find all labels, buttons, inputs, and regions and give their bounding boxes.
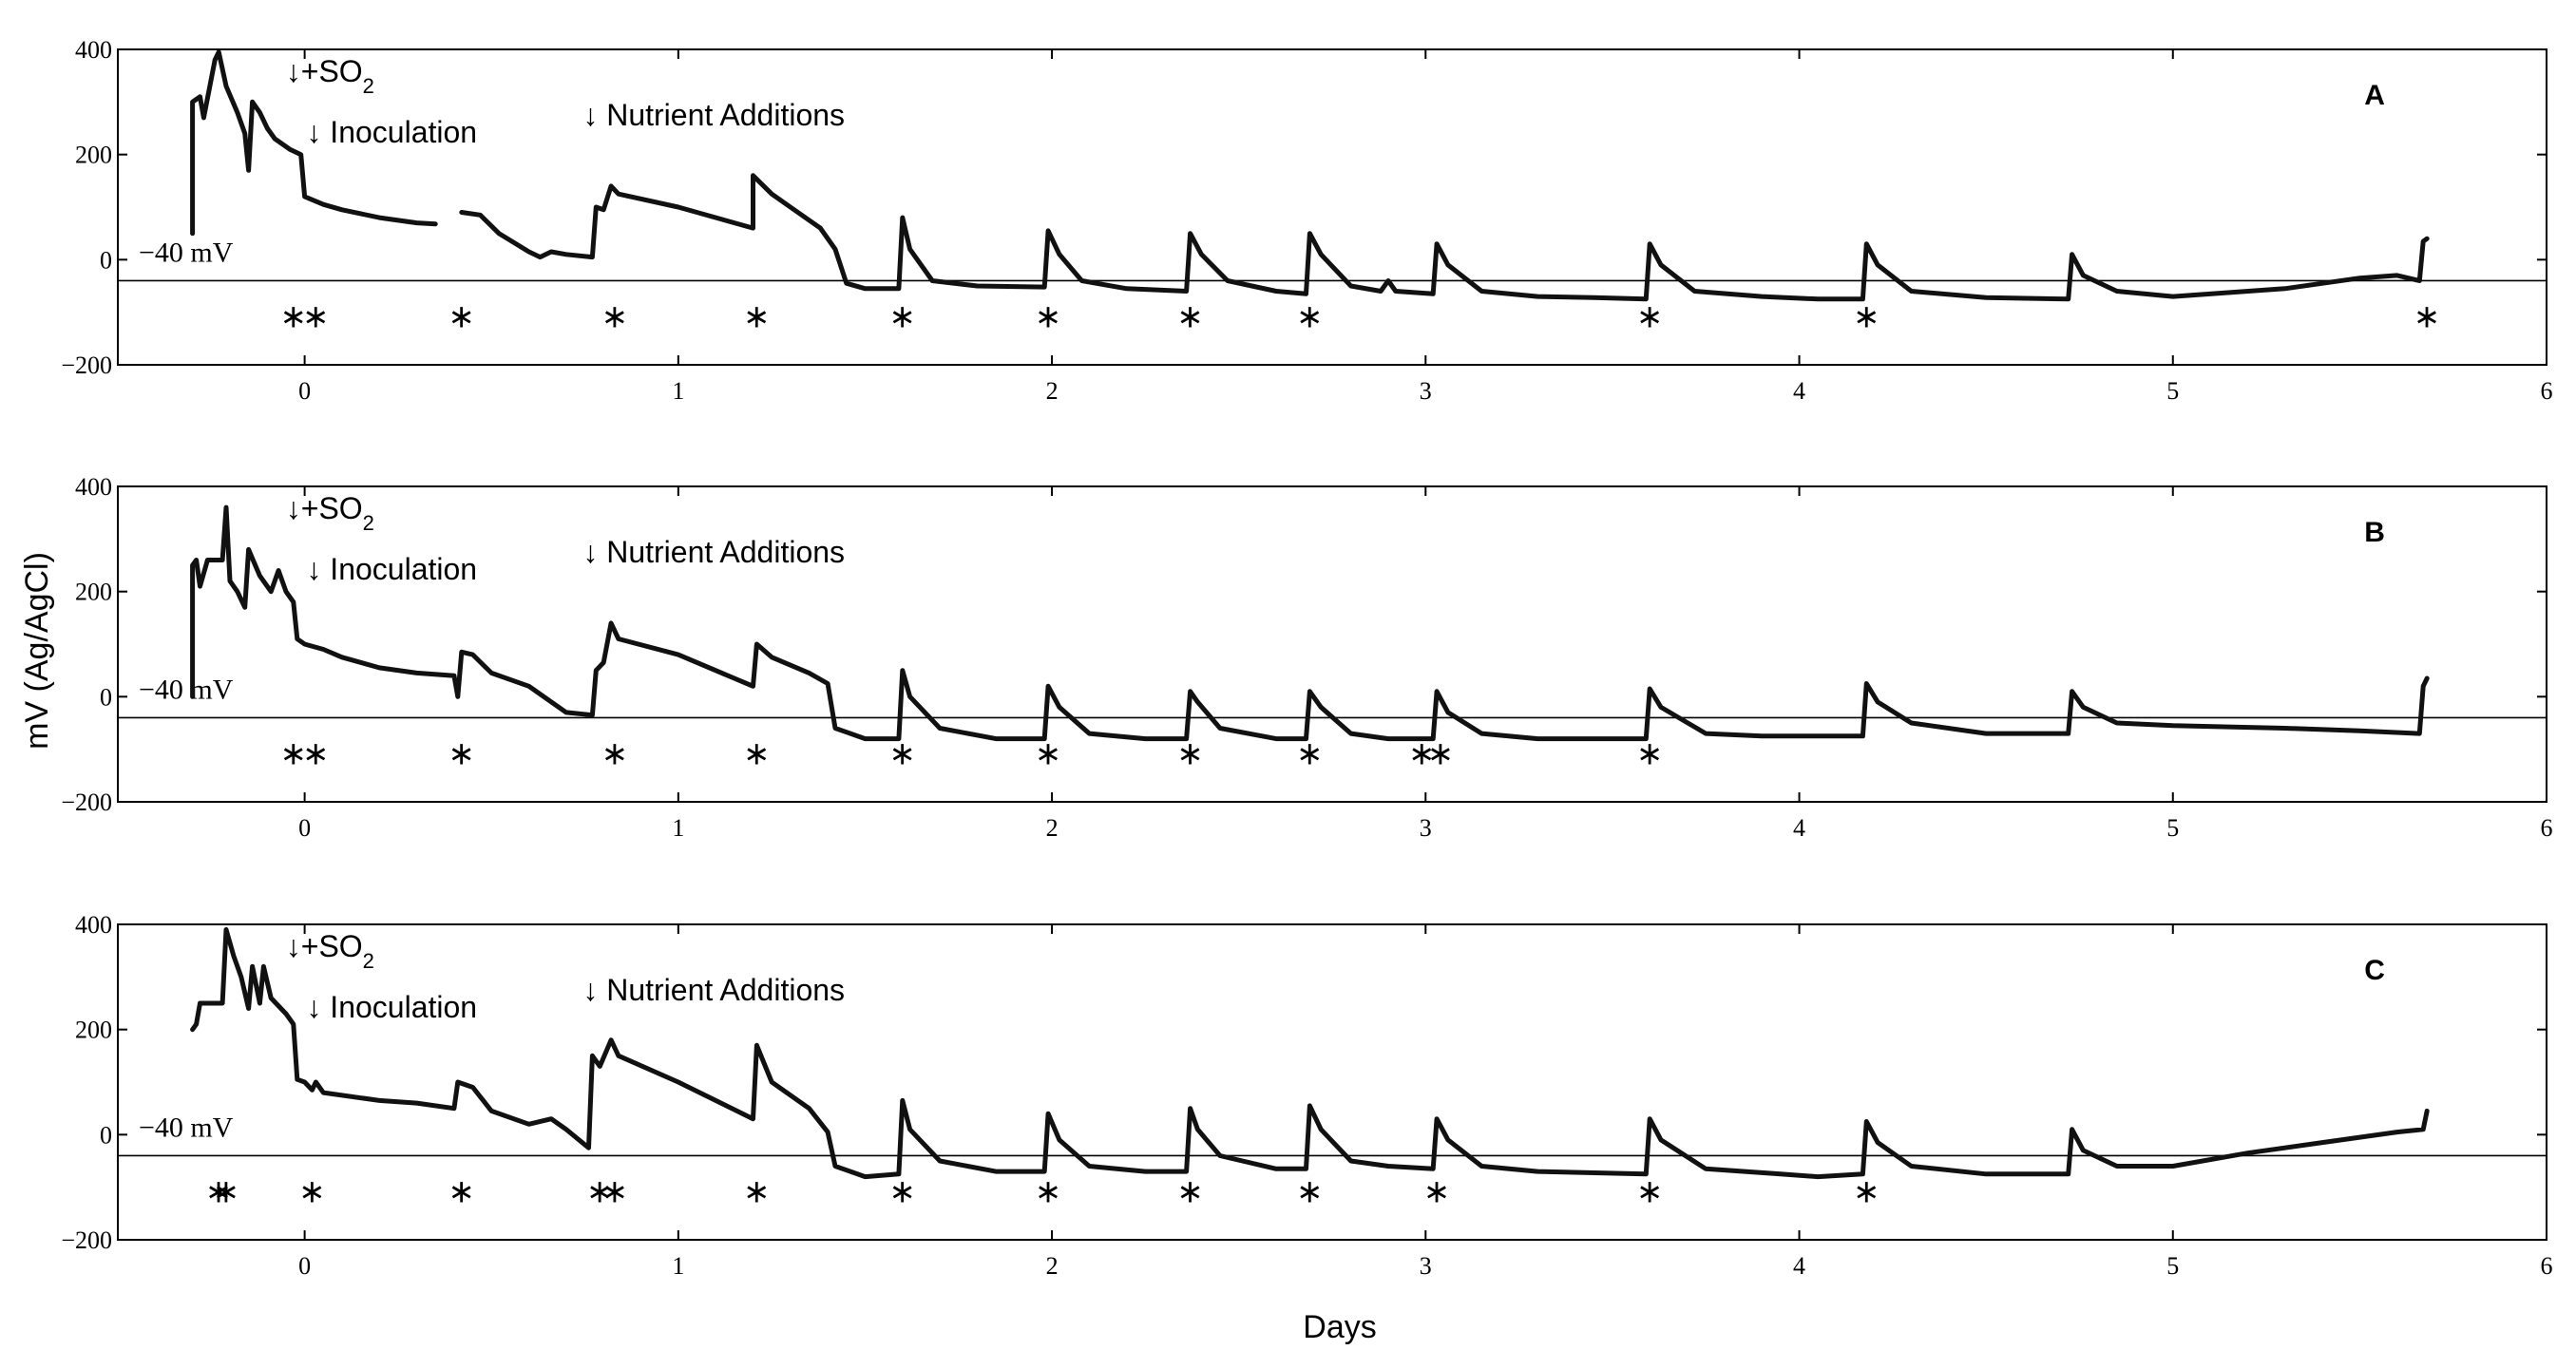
panel-c-letter: C xyxy=(2364,955,2385,986)
panel-c-asterisk-marker: ∗ xyxy=(1035,1173,1062,1211)
panel-b-so2-subscript: 2 xyxy=(363,511,374,535)
panel-a-xtick-label: 3 xyxy=(1420,377,1432,405)
panel-c-ytick-label: 0 xyxy=(100,1121,112,1149)
panel-b-asterisk-marker: ∗ xyxy=(1296,735,1324,773)
panel-b-asterisk-marker: ∗ xyxy=(280,735,308,773)
panel-b-asterisk-marker: ∗ xyxy=(889,735,917,773)
panel-b-asterisk-marker: ∗ xyxy=(1176,735,1204,773)
panel-a-xtick-label: 4 xyxy=(1793,377,1805,405)
panel-a-frame xyxy=(117,48,2547,366)
panel-a-asterisk-marker: ∗ xyxy=(743,298,771,336)
panel-c-ytick-label: 400 xyxy=(75,911,112,939)
panel-a-xtick-label: 1 xyxy=(672,377,684,405)
panel-a-asterisk-marker: ∗ xyxy=(889,298,917,336)
panel-a-letter: A xyxy=(2364,80,2385,111)
panel-a-asterisk-marker: ∗ xyxy=(1853,298,1880,336)
panel-c-series-line xyxy=(190,927,2430,1180)
panel-a-asterisk-marker: ∗ xyxy=(2414,298,2441,336)
panel-c-asterisk-marker: ∗ xyxy=(448,1173,476,1211)
panel-b-reference-label: −40 mV xyxy=(139,674,234,705)
panel-c-ytick-label: −200 xyxy=(61,1226,112,1254)
panel-c-so2-subscript: 2 xyxy=(363,949,374,973)
panel-a-so2-subscript: 2 xyxy=(363,74,374,98)
panel-c-asterisk-marker: ∗ xyxy=(1636,1173,1664,1211)
panel-a-ytick-label: 0 xyxy=(100,246,112,274)
panel-b-asterisk-marker: ∗ xyxy=(601,735,629,773)
panel-a-asterisk-marker: ∗ xyxy=(1035,298,1062,336)
panel-c-asterisk-marker: ∗ xyxy=(298,1173,326,1211)
panel-b-ytick-label: −200 xyxy=(61,789,112,816)
panel-b-asterisk-marker: ∗ xyxy=(448,735,476,773)
panel-b-frame xyxy=(117,485,2547,803)
panel-c-asterisk-marker: ∗ xyxy=(1853,1173,1880,1211)
panel-a-nutrients-annotation: ↓ Nutrient Additions xyxy=(582,98,845,132)
panel-b-xtick-label: 2 xyxy=(1046,814,1059,842)
panel-b-xtick-label: 3 xyxy=(1420,814,1432,842)
panel-c-asterisk-marker: ∗ xyxy=(1296,1173,1324,1211)
panel-c-asterisk-marker: ∗ xyxy=(1176,1173,1204,1211)
panel-c-xtick-label: 6 xyxy=(2541,1252,2553,1280)
panel-c-xtick-label: 5 xyxy=(2166,1252,2179,1280)
panel-b-inoculation-annotation: ↓ Inoculation xyxy=(306,552,477,586)
panel-c-xtick-label: 4 xyxy=(1793,1252,1805,1280)
panel-b-xtick-label: 4 xyxy=(1793,814,1805,842)
panel-b-asterisk-marker: ∗ xyxy=(743,735,771,773)
panel-c-xtick-label: 2 xyxy=(1046,1252,1059,1280)
panel-b-xtick-label: 5 xyxy=(2166,814,2179,842)
panel-b-ytick-label: 400 xyxy=(75,473,112,501)
panel-a-ytick-label: 400 xyxy=(75,36,112,64)
panel-a-inoculation-annotation: ↓ Inoculation xyxy=(306,115,477,149)
panel-a-asterisk-marker: ∗ xyxy=(448,298,476,336)
panel-a-asterisk-marker: ∗ xyxy=(1296,298,1324,336)
panel-a-ytick-label: −200 xyxy=(61,352,112,379)
panel-b-letter: B xyxy=(2364,517,2385,548)
panel-c-so2-annotation: ↓+SO2 xyxy=(286,929,374,973)
panel-b-xtick-label: 0 xyxy=(298,814,311,842)
panel-b-asterisk-marker: ∗ xyxy=(302,735,330,773)
panel-b-xtick-label: 6 xyxy=(2541,814,2553,842)
panel-b-asterisk-marker: ∗ xyxy=(1427,735,1455,773)
panel-b-nutrients-annotation: ↓ Nutrient Additions xyxy=(582,535,845,569)
panel-c-inoculation-annotation: ↓ Inoculation xyxy=(306,990,477,1024)
panel-c-reference-label: −40 mV xyxy=(139,1112,234,1143)
panel-a-asterisk-marker: ∗ xyxy=(280,298,308,336)
panel-c-asterisk-marker: ∗ xyxy=(586,1173,614,1211)
panel-b-ytick-label: 200 xyxy=(75,579,112,606)
panel-c-xtick-label: 3 xyxy=(1420,1252,1432,1280)
y-axis-title: mV (Ag/AgCl) xyxy=(19,552,55,750)
panel-a-xtick-label: 6 xyxy=(2541,377,2553,405)
panel-c-xtick-label: 0 xyxy=(298,1252,311,1280)
panel-b-xtick-label: 1 xyxy=(672,814,684,842)
panel-c-nutrients-annotation: ↓ Nutrient Additions xyxy=(582,973,845,1007)
panel-a-xtick-label: 5 xyxy=(2166,377,2179,405)
panel-a-asterisk-marker: ∗ xyxy=(302,298,330,336)
panel-c-asterisk-marker: ∗ xyxy=(743,1173,771,1211)
panel-c-asterisk-marker: ∗ xyxy=(1423,1173,1451,1211)
panel-c-frame xyxy=(117,923,2547,1241)
panel-a-xtick-label: 2 xyxy=(1046,377,1059,405)
panel-c-asterisk-marker: ∗ xyxy=(213,1173,240,1211)
panel-b-so2-annotation: ↓+SO2 xyxy=(286,491,374,535)
panel-a-reference-label: −40 mV xyxy=(139,237,234,268)
panel-b-asterisk-marker: ∗ xyxy=(1636,735,1664,773)
panel-c-asterisk-marker: ∗ xyxy=(601,1173,629,1211)
panel-a-asterisk-marker: ∗ xyxy=(1636,298,1664,336)
panel-a-asterisk-marker: ∗ xyxy=(601,298,629,336)
panel-c-asterisk-marker: ∗ xyxy=(889,1173,917,1211)
panel-b-asterisk-marker: ∗ xyxy=(1408,735,1436,773)
panel-b-ytick-label: 0 xyxy=(100,683,112,711)
panel-a-series-line xyxy=(190,49,2430,302)
panel-a-xtick-label: 0 xyxy=(298,377,311,405)
panel-a-ytick-label: 200 xyxy=(75,142,112,169)
panel-c-xtick-label: 1 xyxy=(672,1252,684,1280)
panel-b-series-line xyxy=(190,504,2430,742)
panel-c-asterisk-marker: ∗ xyxy=(205,1173,233,1211)
x-axis-title: Days xyxy=(1303,1309,1376,1345)
panel-c-ytick-label: 200 xyxy=(75,1017,112,1044)
panel-a-asterisk-marker: ∗ xyxy=(1176,298,1204,336)
panel-b-asterisk-marker: ∗ xyxy=(1035,735,1062,773)
panel-a-so2-annotation: ↓+SO2 xyxy=(286,54,374,98)
